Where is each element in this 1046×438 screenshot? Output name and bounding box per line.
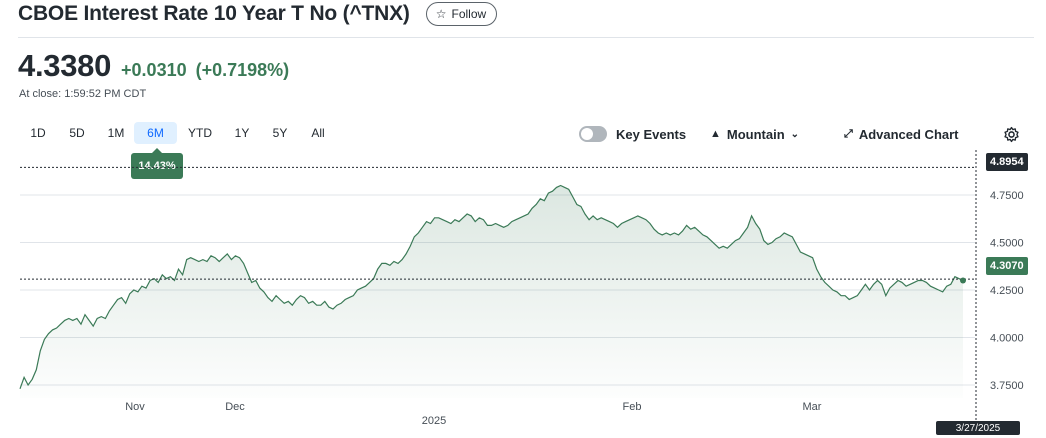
- title-row: CBOE Interest Rate 10 Year T No (^TNX) ☆…: [18, 2, 498, 26]
- range-5y[interactable]: 5Y: [272, 126, 288, 140]
- y-tick-label: 4.7500: [990, 190, 1024, 202]
- range-all[interactable]: All: [311, 126, 325, 140]
- advanced-chart-control: ⤢ Advanced Chart: [844, 124, 959, 144]
- expand-icon: ⤢: [844, 127, 853, 140]
- crosshair-date-badge: 3/27/2025: [936, 421, 1020, 435]
- toggle-knob: [581, 128, 593, 140]
- range-5d[interactable]: 5D: [69, 126, 85, 140]
- close-time: At close: 1:59:52 PM CDT: [19, 88, 147, 100]
- y-tick-label: 3.7500: [990, 380, 1024, 392]
- price-chart[interactable]: 3.7500 4.0000 4.2500 4.5000 4.7500 Nov Dec Feb…: [0, 150, 1046, 438]
- gear-icon[interactable]: [1003, 126, 1020, 143]
- price-area: [20, 185, 963, 398]
- x-tick-label: Dec: [225, 401, 245, 413]
- key-events-control: Key Events: [579, 124, 686, 144]
- follow-label: Follow: [451, 7, 487, 21]
- x-tick-label: Nov: [125, 401, 145, 413]
- y-tick-label: 4.2500: [990, 285, 1024, 297]
- price-change-percent: (+0.7198%): [195, 60, 290, 80]
- x-tick-label: Mar: [803, 401, 822, 413]
- page-title: CBOE Interest Rate 10 Year T No (^TNX): [18, 2, 410, 25]
- range-ytd[interactable]: YTD: [188, 126, 212, 140]
- range-6m[interactable]: 6M: [134, 122, 177, 144]
- key-events-label: Key Events: [616, 126, 687, 142]
- y-tick-label: 4.0000: [990, 333, 1024, 345]
- key-events-toggle[interactable]: [579, 126, 607, 142]
- y-tick-label: 4.5000: [990, 238, 1024, 250]
- price-line: [19, 184, 964, 390]
- mountain-icon: ▲: [710, 128, 721, 140]
- current-price-badge: 4.3070: [986, 257, 1028, 275]
- last-point-marker: [960, 277, 966, 284]
- chevron-down-icon: ⌄: [790, 128, 800, 140]
- range-tabs: 1D 5D 1M 6M YTD 1Y 5Y All: [20, 122, 337, 144]
- advanced-chart-label: Advanced Chart: [858, 126, 959, 142]
- range-1m[interactable]: 1M: [107, 126, 125, 140]
- x-tick-label: Feb: [623, 401, 642, 413]
- quote-price-row: 4.3380 +0.0310 (+0.7198%): [18, 48, 289, 84]
- star-icon: ☆: [435, 7, 447, 21]
- current-price: 4.3380: [18, 48, 112, 83]
- follow-button[interactable]: ☆ Follow: [425, 2, 498, 26]
- price-change: +0.0310: [121, 60, 187, 80]
- chart-type-dropdown[interactable]: ▲ Mountain ⌄: [710, 124, 799, 144]
- chart-type-button[interactable]: ▲ Mountain ⌄: [710, 127, 799, 142]
- high-price-badge: 4.8954: [986, 153, 1028, 171]
- x-axis-year: 2025: [422, 415, 446, 427]
- header-divider: [18, 37, 1034, 38]
- range-1y[interactable]: 1Y: [234, 126, 250, 140]
- range-1d[interactable]: 1D: [30, 126, 46, 140]
- advanced-chart-button[interactable]: ⤢ Advanced Chart: [844, 127, 959, 142]
- range-change-tooltip: 14.43%: [131, 148, 183, 179]
- chart-type-label: Mountain: [726, 126, 785, 142]
